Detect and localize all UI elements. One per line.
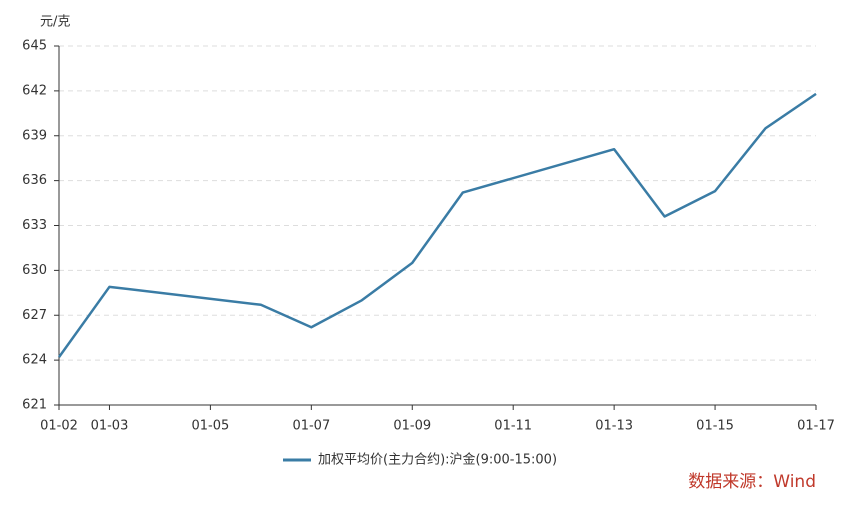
y-tick-label: 624	[22, 353, 47, 368]
x-tick-label: 01-02	[40, 419, 78, 434]
x-tick-label: 01-07	[292, 419, 330, 434]
legend-label: 加权平均价(主力合约):沪金(9:00-15:00)	[318, 452, 557, 468]
x-tick-label: 01-17	[797, 419, 835, 434]
source-note: 数据来源：Wind	[688, 472, 816, 492]
y-tick-label: 627	[22, 308, 47, 323]
x-tick-label: 01-13	[595, 419, 633, 434]
x-tick-label: 01-15	[696, 419, 734, 434]
y-tick-label: 630	[22, 263, 47, 278]
y-tick-label: 645	[22, 39, 47, 54]
x-tick-label: 01-03	[91, 419, 129, 434]
y-tick-label: 633	[22, 218, 47, 233]
line	[57, 92, 817, 358]
y-axis-label: 元/克	[40, 15, 70, 30]
y-tick-label: 636	[22, 173, 47, 188]
y-tick-label: 639	[22, 128, 47, 143]
x-tick-label: 01-11	[494, 419, 532, 434]
x-tick-label: 01-05	[192, 419, 230, 434]
y-tick-label: 642	[22, 83, 47, 98]
x-tick-label: 01-09	[393, 419, 431, 434]
y-tick-label: 621	[22, 398, 47, 413]
